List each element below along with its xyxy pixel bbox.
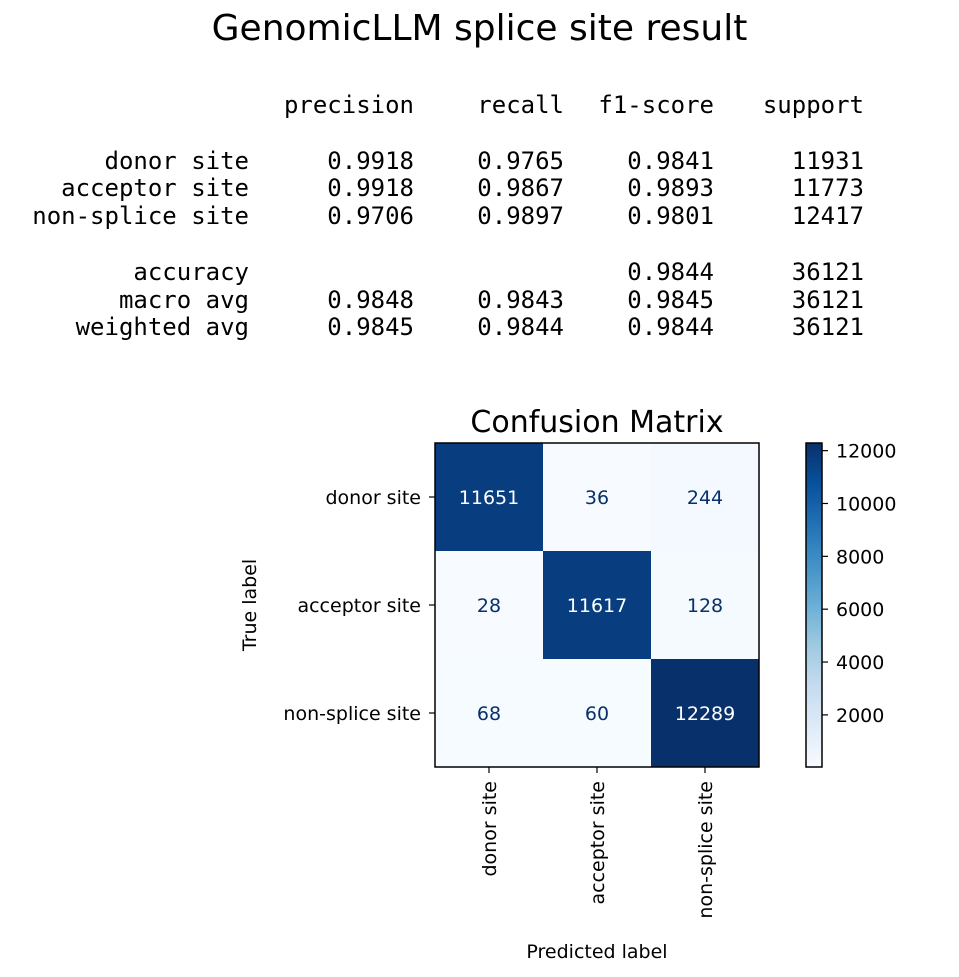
colorbar: 2000 4000 6000 8000 10000 12000 (805, 441, 896, 768)
x-tick-label: non-splice site (695, 781, 717, 919)
classification-report: precision recall f1-score support donor … (0, 0, 959, 360)
matrix-cell (435, 551, 543, 659)
report-header-recall: recall (477, 91, 564, 119)
report-cell: 0.9897 (477, 202, 564, 230)
y-axis: donor site acceptor site non-splice site (283, 487, 435, 725)
y-tick-label: acceptor site (297, 595, 421, 617)
matrix-cell (651, 443, 759, 551)
report-cell: 0.9844 (627, 313, 714, 341)
chart-title: Confusion Matrix (470, 405, 723, 440)
heatmap-cells: 11651 36 244 28 11617 128 68 60 12289 (435, 443, 759, 767)
colorbar-gradient (805, 442, 823, 768)
cell-value-label: 11617 (567, 595, 627, 617)
report-cell: 0.9845 (327, 313, 414, 341)
colorbar-tick-label: 2000 (836, 705, 884, 727)
cell-value-label: 244 (687, 487, 723, 509)
report-row-label: donor site (104, 147, 250, 175)
report-cell: 36121 (791, 258, 864, 286)
report-cell: 11773 (791, 174, 864, 202)
report-cell: 36121 (791, 313, 864, 341)
colorbar-tick-label: 8000 (836, 546, 884, 568)
x-tick-label: donor site (479, 781, 501, 877)
x-tick-label: acceptor site (587, 781, 609, 905)
report-cell: 11931 (791, 147, 864, 175)
x-axis: donor site acceptor site non-splice site (479, 767, 717, 919)
report-row-label: accuracy (133, 258, 249, 286)
y-axis-label: True label (239, 559, 261, 652)
cell-value-label: 60 (585, 703, 609, 725)
cell-value-label: 68 (477, 703, 501, 725)
report-cell: 0.9918 (327, 174, 414, 202)
matrix-cell (651, 659, 759, 767)
report-cell: 0.9801 (627, 202, 714, 230)
report-cell: 36121 (791, 286, 864, 314)
report-cell: 0.9844 (627, 258, 714, 286)
matrix-cell (543, 659, 651, 767)
matrix-cell (435, 443, 543, 551)
x-axis-label: Predicted label (526, 941, 667, 963)
matrix-cell (651, 551, 759, 659)
cell-value-label: 12289 (675, 703, 735, 725)
cell-value-label: 28 (477, 595, 501, 617)
report-cell: 0.9845 (627, 286, 714, 314)
report-header-support: support (762, 91, 864, 119)
report-row-label: non-splice site (32, 202, 249, 230)
matrix-cell (543, 551, 651, 659)
report-cell: 12417 (791, 202, 864, 230)
colorbar-tick-label: 4000 (836, 652, 884, 674)
report-header-f1: f1-score (598, 91, 714, 119)
confusion-matrix-chart: Confusion Matrix 11651 36 244 28 11617 128 68 6… (239, 405, 896, 963)
report-row-label: acceptor site (61, 174, 249, 202)
colorbar-ticks: 2000 4000 6000 8000 10000 12000 (822, 441, 896, 727)
cell-value-label: 36 (585, 487, 609, 509)
report-row-label: macro avg (118, 286, 249, 314)
cell-value-label: 11651 (459, 487, 519, 509)
report-cell: 0.9841 (627, 147, 714, 175)
report-cell: 0.9848 (327, 286, 414, 314)
y-tick-label: donor site (325, 487, 421, 509)
report-row-label: weighted avg (75, 313, 249, 341)
colorbar-tick-label: 12000 (836, 441, 896, 463)
report-cell: 0.9765 (477, 147, 564, 175)
report-cell: 0.9843 (477, 286, 564, 314)
report-cell: 0.9893 (627, 174, 714, 202)
cell-value-label: 128 (687, 595, 723, 617)
colorbar-tick-label: 6000 (836, 599, 884, 621)
report-header-precision: precision (283, 91, 414, 119)
y-tick-label: non-splice site (283, 703, 421, 725)
matrix-cell (435, 659, 543, 767)
report-cell: 0.9706 (327, 202, 414, 230)
report-cell: 0.9867 (477, 174, 564, 202)
figure-title: GenomicLLM splice site result (211, 8, 748, 49)
report-cell: 0.9918 (327, 147, 414, 175)
matrix-cell (543, 443, 651, 551)
colorbar-tick-label: 10000 (836, 493, 896, 515)
report-cell: 0.9844 (477, 313, 564, 341)
